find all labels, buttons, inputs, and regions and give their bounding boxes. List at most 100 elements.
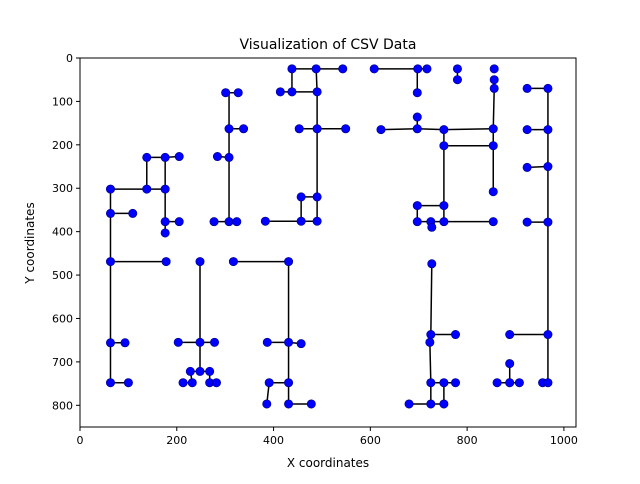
data-point — [439, 141, 449, 151]
data-point — [128, 208, 138, 218]
data-point — [543, 330, 553, 340]
data-point — [287, 87, 297, 97]
data-point — [412, 201, 422, 211]
data-point — [284, 257, 294, 267]
data-point — [505, 378, 515, 388]
data-point — [427, 259, 437, 269]
data-point — [284, 378, 294, 388]
data-point — [174, 217, 184, 227]
data-point — [412, 124, 422, 134]
data-point — [451, 378, 461, 388]
data-point — [105, 378, 115, 388]
data-point — [404, 399, 414, 409]
data-point — [522, 125, 532, 135]
data-point — [412, 112, 422, 122]
data-point — [209, 217, 219, 227]
data-point — [488, 187, 498, 197]
x-tick-label: 400 — [263, 434, 284, 447]
x-tick-label: 800 — [457, 434, 478, 447]
data-point — [439, 201, 449, 211]
data-point — [195, 257, 205, 267]
y-tick-label: 500 — [52, 269, 73, 282]
data-point — [341, 124, 351, 134]
data-point — [311, 64, 321, 74]
data-point — [160, 217, 170, 227]
y-tick-label: 400 — [52, 226, 73, 239]
data-point — [228, 257, 238, 267]
x-axis-ticks: 0 200 400 600 800 1000 — [77, 427, 578, 447]
plot-frame — [79, 57, 577, 428]
data-point — [287, 64, 297, 74]
data-point — [514, 378, 524, 388]
data-point — [312, 124, 322, 134]
data-point — [413, 64, 423, 74]
data-point — [195, 337, 205, 347]
data-point — [264, 378, 274, 388]
data-point — [105, 184, 115, 194]
x-tick-label: 0 — [77, 434, 84, 447]
segment-line — [492, 87, 495, 130]
data-point — [312, 87, 322, 97]
data-point — [439, 125, 449, 135]
x-tick-label: 1000 — [550, 434, 578, 447]
data-point — [161, 257, 171, 267]
data-point — [426, 399, 436, 409]
y-tick-label: 300 — [52, 182, 73, 195]
data-point — [224, 124, 234, 134]
data-point — [211, 378, 221, 388]
data-point — [451, 330, 461, 340]
y-tick-label: 600 — [52, 312, 73, 325]
data-point — [210, 337, 220, 347]
y-axis-label: Y coordinates — [23, 202, 37, 284]
data-point — [296, 339, 306, 349]
y-tick-label: 200 — [52, 139, 73, 152]
data-point — [195, 366, 205, 376]
data-point — [105, 257, 115, 267]
data-points — [105, 64, 553, 409]
segment-line — [429, 341, 432, 384]
data-point — [439, 399, 449, 409]
data-point — [522, 217, 532, 227]
data-point — [221, 88, 231, 98]
x-axis-label: X coordinates — [287, 456, 369, 470]
data-point — [425, 337, 435, 347]
data-point — [224, 152, 234, 162]
data-point — [262, 337, 272, 347]
data-point — [185, 366, 195, 376]
y-tick-label: 100 — [52, 95, 73, 108]
data-point — [105, 338, 115, 348]
data-point — [224, 217, 234, 227]
data-point — [233, 88, 243, 98]
segment-line — [380, 128, 419, 131]
data-point — [306, 399, 316, 409]
y-axis-ticks: 0 100 200 300 400 500 600 700 800 — [52, 52, 80, 412]
data-point — [142, 152, 152, 162]
data-point — [296, 216, 306, 226]
data-point — [427, 222, 437, 232]
data-point — [543, 378, 553, 388]
data-point — [369, 64, 379, 74]
data-point — [488, 141, 498, 151]
y-tick-label: 0 — [66, 52, 73, 65]
x-tick-label: 600 — [360, 434, 381, 447]
data-point — [296, 192, 306, 202]
data-point — [522, 83, 532, 93]
data-point — [205, 366, 215, 376]
data-point — [489, 64, 499, 74]
y-tick-label: 700 — [52, 356, 73, 369]
data-point — [174, 152, 184, 162]
plot-area — [79, 57, 577, 428]
data-point — [173, 337, 183, 347]
chart-title: Visualization of CSV Data — [240, 37, 417, 53]
data-point — [142, 184, 152, 194]
data-point — [105, 208, 115, 218]
data-point — [412, 88, 422, 98]
data-point — [489, 75, 499, 85]
data-point — [452, 75, 462, 85]
data-point — [160, 184, 170, 194]
data-point — [284, 399, 294, 409]
data-point — [284, 337, 294, 347]
data-point — [232, 217, 242, 227]
data-point — [178, 378, 188, 388]
